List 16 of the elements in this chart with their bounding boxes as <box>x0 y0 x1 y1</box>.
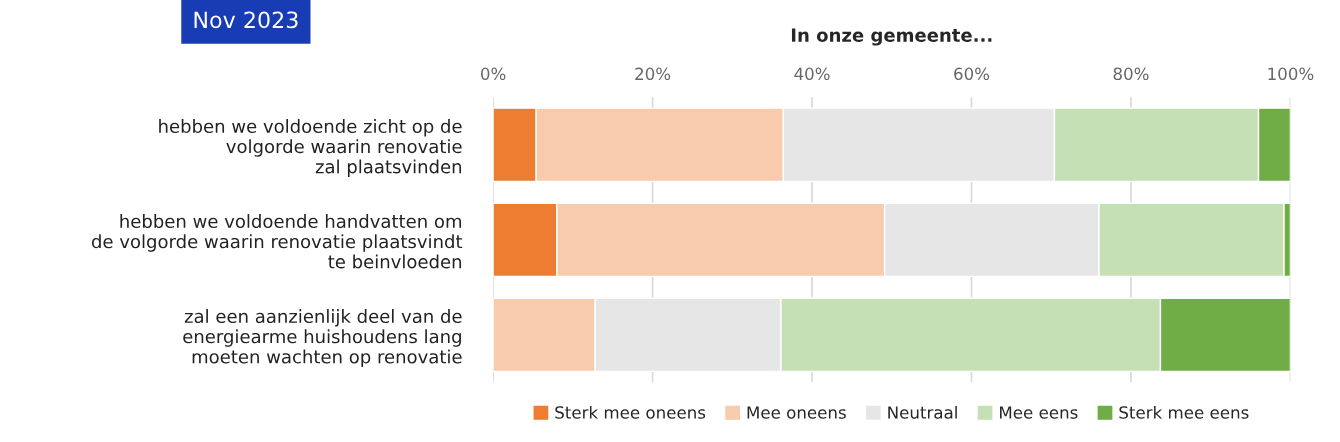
x-tick-label: 20% <box>635 67 671 81</box>
x-tick-label: 0% <box>481 67 506 81</box>
x-tick-label: 100% <box>1268 67 1314 81</box>
legend-label: Sterk mee eens <box>1119 405 1249 419</box>
legend-label: Mee oneens <box>747 406 846 419</box>
y-tick-label: hebben we voldoende zicht op de volgorde waarin renovatie zal plaatsvinden <box>159 119 462 177</box>
legend-label: Mee eens <box>1000 406 1078 419</box>
text: Nov 2023 <box>194 11 298 29</box>
legend-label: Neutraal <box>888 405 957 419</box>
chart-title: In onze gemeente... <box>791 28 992 46</box>
x-tick-label: 80% <box>1113 67 1149 81</box>
y-tick-label: hebben we voldoende handvatten om de volgorde waarin renovatie plaatsvindt te beinvloeden <box>91 214 463 269</box>
y-tick-label: zal een aanzienlijk deel van de energiearme huishoudens lang moeten wachten op renovatie <box>183 309 462 368</box>
x-tick-label: 40% <box>794 67 830 81</box>
legend-label: Sterk mee oneens <box>555 405 706 419</box>
x-tick-label: 60% <box>954 67 990 81</box>
